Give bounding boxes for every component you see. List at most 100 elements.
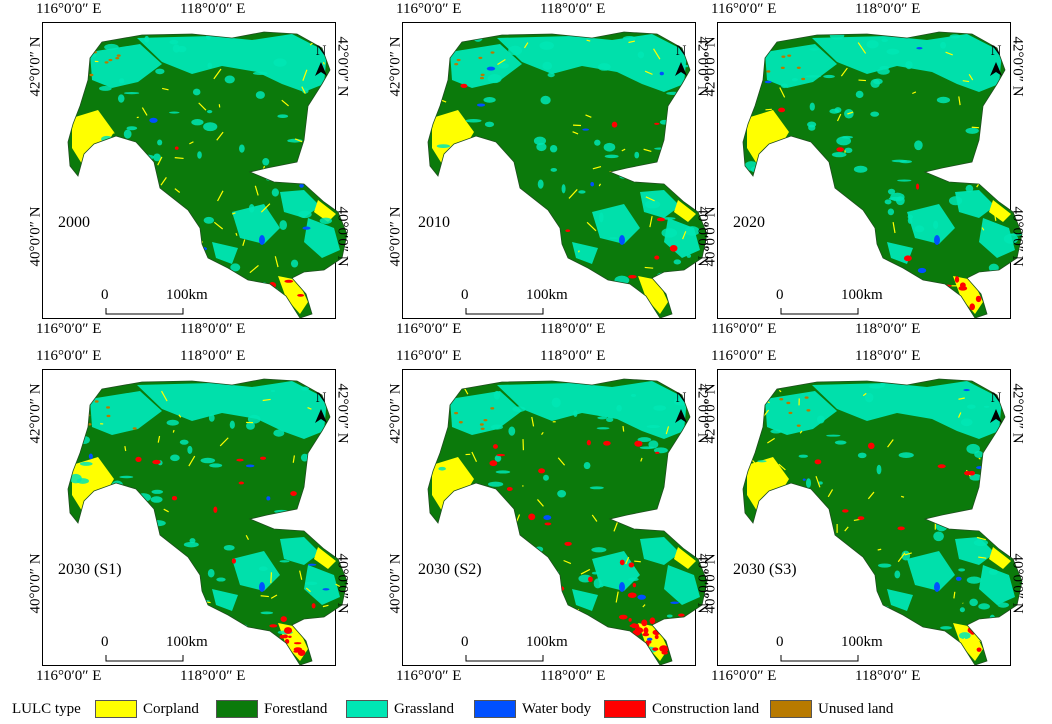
north-arrow-icon (675, 62, 687, 76)
legend-swatch (95, 700, 137, 718)
scale-zero-label: 0 (101, 634, 109, 650)
lon-label-top-left: 116°0′0″ E (711, 348, 777, 364)
legend: LULC type Corpland Forestland Grassland … (0, 694, 1052, 724)
lat-label-left-bottom: 40°0′0″ N (27, 206, 44, 267)
north-label: N (675, 43, 687, 59)
scale-bar (465, 655, 544, 662)
legend-swatch (770, 700, 812, 718)
north-label: N (675, 390, 687, 406)
lulc-map (402, 369, 708, 666)
lon-label-bottom-left: 116°0′0″ E (711, 668, 777, 684)
lat-label-left-top: 42°0′0″ N (702, 383, 719, 444)
lon-label-bottom-left: 116°0′0″ E (711, 321, 777, 337)
scale-bar (105, 655, 184, 662)
lon-label-bottom-right: 118°0′0″ E (540, 668, 606, 684)
lat-label-left-top: 42°0′0″ N (27, 383, 44, 444)
panel-year-label: 2030 (S1) (58, 561, 122, 578)
scale-zero-label: 0 (101, 287, 109, 303)
north-label: N (990, 43, 1002, 59)
scale-zero-label: 0 (461, 287, 469, 303)
lon-label-top-left: 116°0′0″ E (396, 348, 462, 364)
lon-label-bottom-left: 116°0′0″ E (396, 321, 462, 337)
legend-swatch (604, 700, 646, 718)
lat-label-right-bottom: 40°0′0″ N (334, 206, 351, 267)
legend-title: LULC type (12, 701, 81, 717)
lon-label-top-right: 118°0′0″ E (540, 1, 606, 17)
lon-label-bottom-left: 116°0′0″ E (36, 668, 102, 684)
scale-distance-label: 100km (841, 634, 883, 650)
legend-label: Grassland (394, 701, 454, 717)
panel-year-label: 2030 (S2) (418, 561, 482, 578)
panel-year-label: 2020 (733, 214, 765, 231)
lon-label-top-left: 116°0′0″ E (36, 1, 102, 17)
scale-distance-label: 100km (166, 287, 208, 303)
panel-year-label: 2000 (58, 214, 90, 231)
north-label: N (315, 43, 327, 59)
lat-label-left-top: 42°0′0″ N (702, 36, 719, 97)
map-panel: 116°0′0″ E 118°0′0″ E 116°0′0″ E 118°0′0″ E… (388, 0, 711, 342)
north-arrow-icon (990, 62, 1002, 76)
map-panel: 116°0′0″ E 118°0′0″ E 116°0′0″ E 118°0′0″ E… (28, 347, 351, 689)
legend-label: Construction land (652, 701, 760, 717)
north-arrow-icon (315, 409, 327, 423)
lat-label-right-top: 42°0′0″ N (334, 36, 351, 97)
lon-label-bottom-right: 118°0′0″ E (855, 321, 921, 337)
lon-label-top-right: 118°0′0″ E (855, 1, 921, 17)
lulc-map (42, 22, 348, 319)
scale-zero-label: 0 (776, 634, 784, 650)
lat-label-right-bottom: 40°0′0″ N (1009, 553, 1026, 614)
north-arrow-icon (675, 409, 687, 423)
legend-label: Water body (522, 701, 592, 717)
lulc-map (717, 369, 1023, 666)
legend-label: Corpland (143, 701, 199, 717)
lon-label-bottom-left: 116°0′0″ E (36, 321, 102, 337)
legend-swatch (216, 700, 258, 718)
lon-label-top-left: 116°0′0″ E (396, 1, 462, 17)
scale-bar (780, 308, 859, 315)
lat-label-right-top: 42°0′0″ N (1009, 383, 1026, 444)
scale-zero-label: 0 (461, 634, 469, 650)
legend-label: Unused land (818, 701, 894, 717)
lon-label-top-right: 118°0′0″ E (855, 348, 921, 364)
lon-label-top-left: 116°0′0″ E (36, 348, 102, 364)
lat-label-left-top: 42°0′0″ N (387, 36, 404, 97)
legend-swatch (474, 700, 516, 718)
lulc-map (402, 22, 708, 319)
north-label: N (315, 390, 327, 406)
lat-label-left-bottom: 40°0′0″ N (387, 206, 404, 267)
lat-label-right-top: 42°0′0″ N (334, 383, 351, 444)
lat-label-right-top: 42°0′0″ N (1009, 36, 1026, 97)
lon-label-bottom-right: 118°0′0″ E (540, 321, 606, 337)
north-arrow-icon (315, 62, 327, 76)
north-arrow-icon (990, 409, 1002, 423)
map-panel: 116°0′0″ E 118°0′0″ E 116°0′0″ E 118°0′0″ E… (28, 0, 351, 342)
lat-label-right-bottom: 40°0′0″ N (1009, 206, 1026, 267)
lon-label-top-left: 116°0′0″ E (711, 1, 777, 17)
panel-year-label: 2030 (S3) (733, 561, 797, 578)
lulc-map (717, 22, 1023, 319)
lon-label-top-right: 118°0′0″ E (540, 348, 606, 364)
lon-label-bottom-right: 118°0′0″ E (180, 321, 246, 337)
scale-distance-label: 100km (526, 634, 568, 650)
lat-label-left-top: 42°0′0″ N (387, 383, 404, 444)
legend-swatch (346, 700, 388, 718)
scale-bar (105, 308, 184, 315)
lat-label-left-bottom: 40°0′0″ N (702, 206, 719, 267)
panel-year-label: 2010 (418, 214, 450, 231)
lat-label-right-bottom: 40°0′0″ N (334, 553, 351, 614)
lat-label-left-bottom: 40°0′0″ N (702, 553, 719, 614)
scale-distance-label: 100km (166, 634, 208, 650)
lon-label-bottom-right: 118°0′0″ E (855, 668, 921, 684)
map-panel: 116°0′0″ E 118°0′0″ E 116°0′0″ E 118°0′0″ E… (388, 347, 711, 689)
map-panel: 116°0′0″ E 118°0′0″ E 116°0′0″ E 118°0′0″ E… (703, 347, 1026, 689)
lon-label-bottom-right: 118°0′0″ E (180, 668, 246, 684)
lulc-map (42, 369, 348, 666)
lon-label-top-right: 118°0′0″ E (180, 1, 246, 17)
lat-label-left-top: 42°0′0″ N (27, 36, 44, 97)
lon-label-top-right: 118°0′0″ E (180, 348, 246, 364)
scale-bar (465, 308, 544, 315)
legend-label: Forestland (264, 701, 328, 717)
scale-bar (780, 655, 859, 662)
scale-zero-label: 0 (776, 287, 784, 303)
scale-distance-label: 100km (526, 287, 568, 303)
